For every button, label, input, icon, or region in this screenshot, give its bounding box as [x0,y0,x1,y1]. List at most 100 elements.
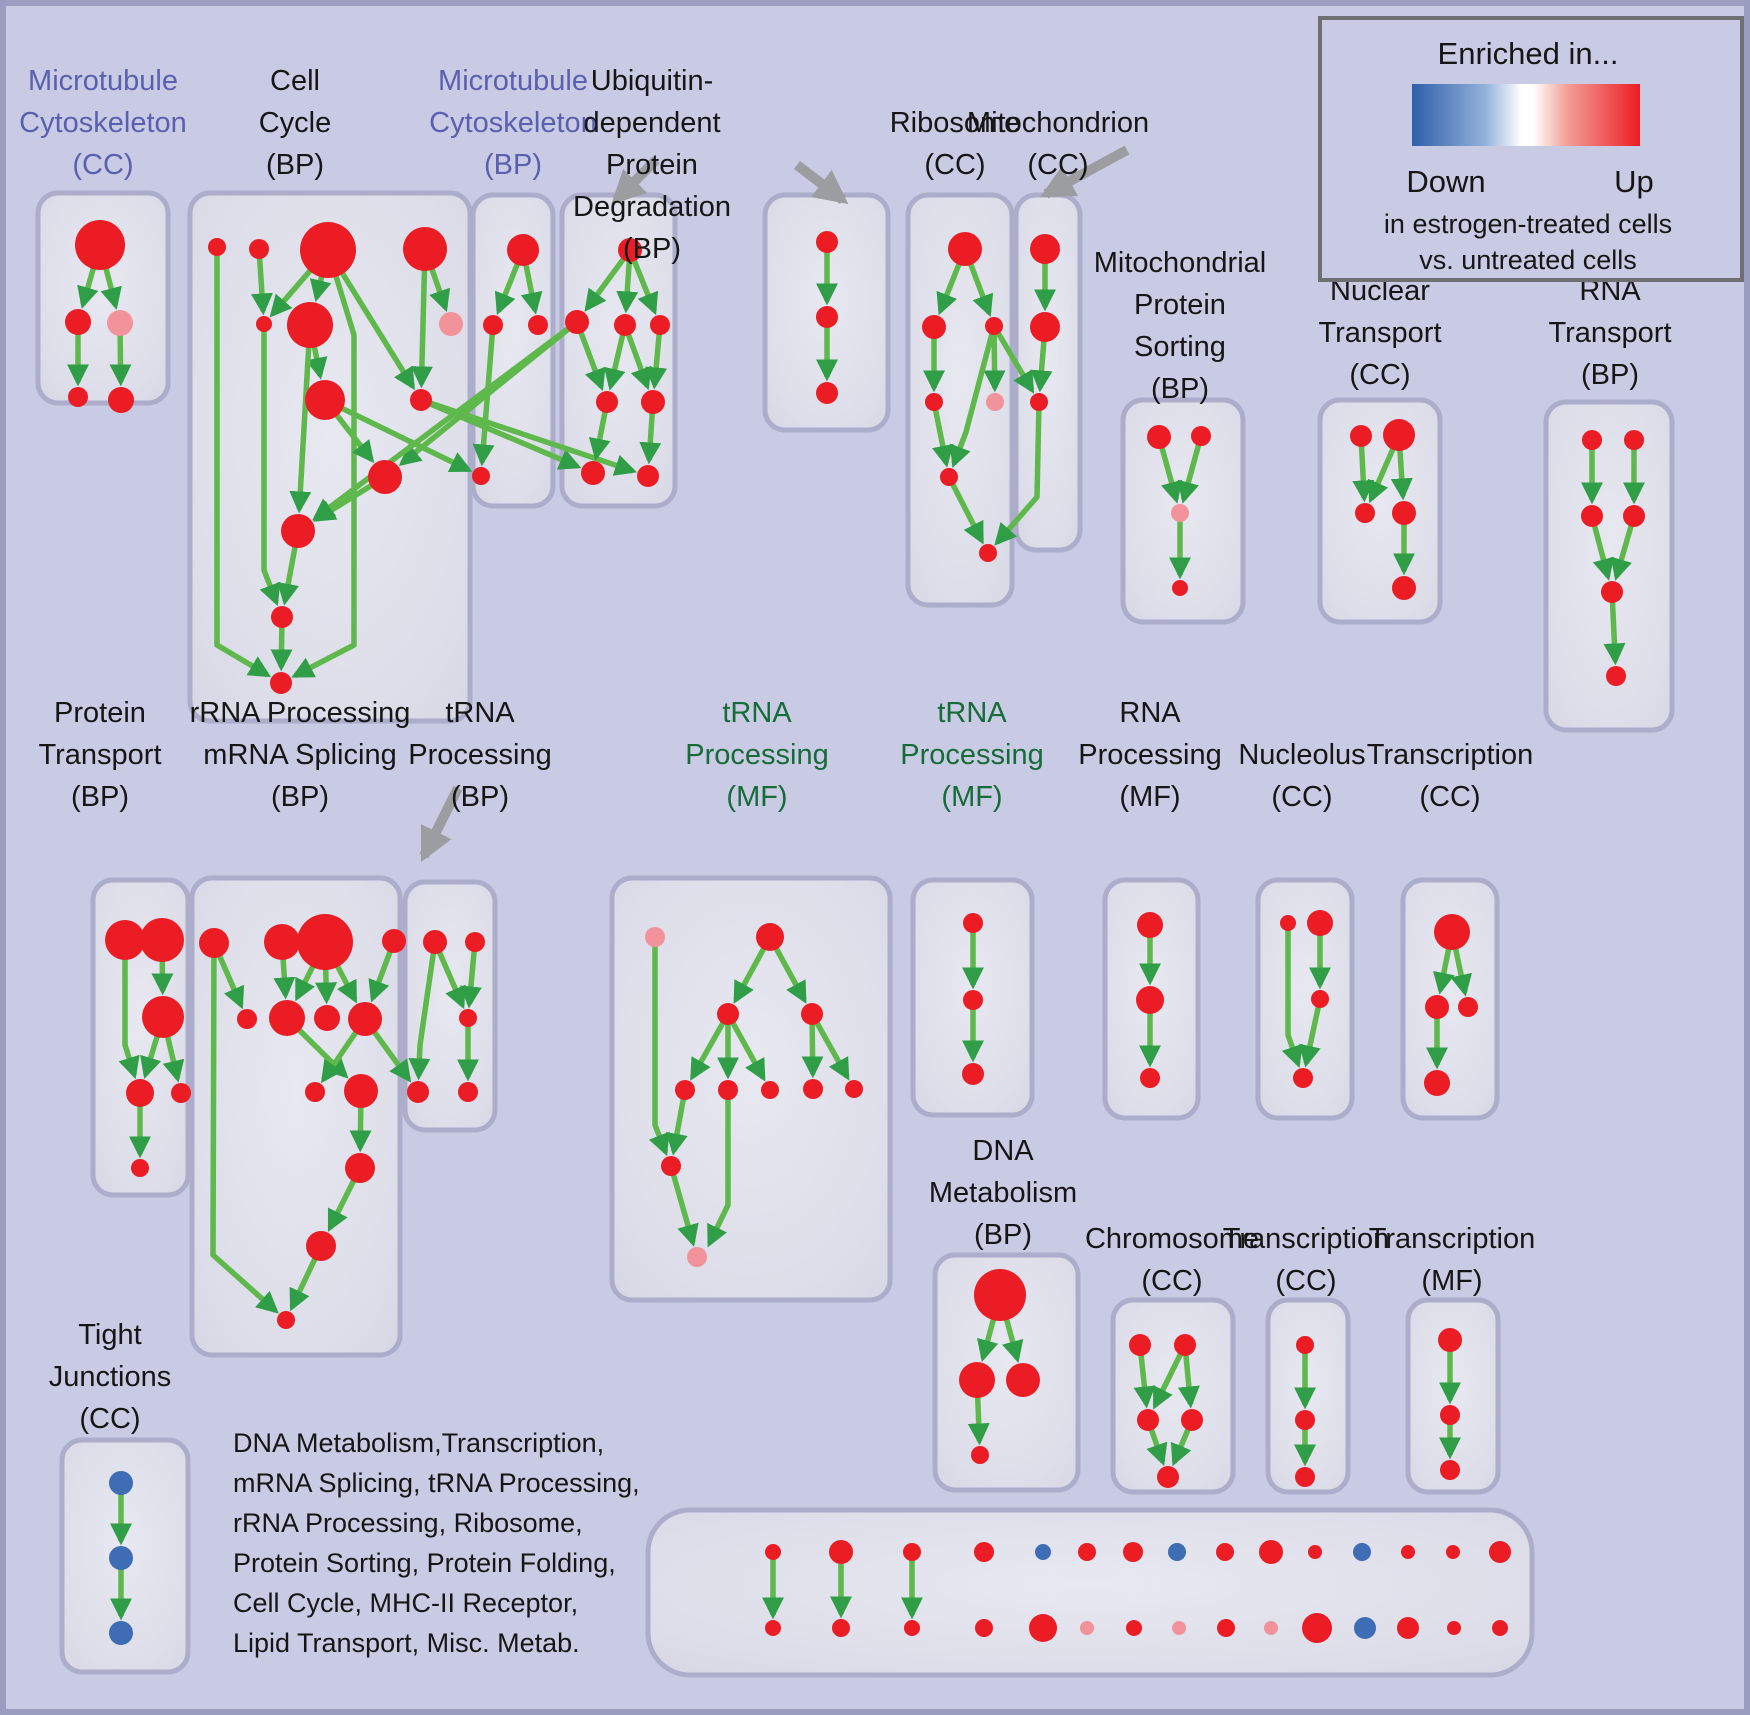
label-microtubule-bp-line-1: Cytoskeleton [429,107,597,139]
go-term-node-misc-cluster-29 [1492,1620,1508,1636]
go-term-node-trna-mf-9 [661,1156,681,1176]
go-term-node-cell-cycle-5 [287,302,333,348]
go-term-node-cell-cycle-11 [271,606,293,628]
callout-arrows-layer [419,145,1130,863]
relation-arrow-60 [1603,591,1626,666]
go-term-node-rrna-mrna-7 [348,1002,382,1036]
go-term-node-misc-cluster-24 [1264,1621,1278,1635]
label-microtubule-cc-line-0: Microtubule [28,65,178,97]
label-mito-sorting-line-2: Sorting [1134,331,1226,363]
label-trna-mf-line-2: (MF) [726,781,787,813]
label-dna-metabolism-line-1: Metabolism [929,1177,1077,1209]
legend-gradient-bar [1412,84,1640,146]
relation-arrow-16 [259,324,281,607]
relation-arrow-26 [472,324,496,467]
go-term-node-trna-mf-1 [756,923,784,951]
go-term-node-trna-bp-4 [458,1082,478,1102]
go-term-node-rrna-mrna-6 [314,1005,340,1031]
label-dna-metabolism: DNA Metabolism (BP) [929,1135,1077,1251]
go-term-node-trna-mf-6 [761,1081,779,1099]
relation-arrow-43 [931,401,954,468]
go-term-node-microtubule-cc-3 [68,387,88,407]
relation-arrow-80 [459,941,482,1009]
label-transcription-mf-line-0: Transcription [1369,1223,1536,1255]
go-term-node-mito-sorting-0 [1147,425,1171,449]
go-term-node-cell-cycle-12 [270,672,292,694]
label-cell-cycle-line-0: Cell [270,65,320,97]
relation-arrow-33 [645,324,668,390]
go-term-node-ribosome-3 [925,393,943,411]
go-term-node-rna-processing-2 [1140,1068,1160,1088]
relation-arrow-81 [408,941,438,1081]
go-term-node-ribosome-2 [985,317,1003,335]
label-transcription-cc-line-1: (CC) [1419,781,1480,813]
relation-arrow-19 [323,397,473,473]
label-cell-cycle-line-2: (BP) [266,149,324,181]
go-term-node-cell-cycle-7 [305,380,345,420]
go-term-node-ribosome-5 [940,468,958,486]
go-term-node-trna-mf-10 [687,1247,707,1267]
label-transcription-cc-2-line-1: (CC) [1275,1265,1336,1297]
legend-up-label: Up [1614,164,1654,199]
go-term-node-misc-cluster-17 [904,1620,920,1636]
go-term-node-rrna-mrna-8 [305,1082,325,1102]
label-microtubule-bp-line-2: (BP) [484,149,542,181]
label-dna-metabolism-line-2: (BP) [974,1219,1032,1251]
relation-arrow-45 [946,475,985,545]
label-trna-mf: tRNA Processing (MF) [685,697,828,813]
go-term-node-dna-metabolism-1 [959,1362,995,1398]
go-term-node-microtubule-bp-2 [528,315,548,335]
label-mito-sorting-line-0: Mitochondrial [1094,247,1266,279]
go-term-node-trna-mf-2 [717,1003,739,1025]
go-term-node-trna-mf-8 [845,1080,863,1098]
label-rrna-mrna-line-2: (BP) [271,781,329,813]
go-term-node-microtubule-cc-0 [75,220,125,270]
go-term-node-mitochondrion-0 [1030,234,1060,264]
label-nuclear-transport-line-1: Transport [1318,317,1441,349]
relation-arrow-11 [410,248,433,389]
legend-title: Enriched in... [1438,36,1619,71]
go-term-node-rrna-mrna-2 [297,914,353,970]
go-term-node-chromosome-2 [1137,1409,1159,1431]
go-term-node-trna-mf-4 [675,1080,695,1100]
go-term-node-dna-metabolism-2 [1006,1363,1040,1397]
label-trna-bp: tRNA Processing (BP) [408,697,551,813]
go-term-node-trna-mf-0 [645,927,665,947]
go-term-node-trna-mf-3 [801,1003,823,1025]
label-transcription-cc-2: Transcription (CC) [1223,1223,1390,1297]
go-term-node-rrna-mrna-10 [345,1153,375,1183]
go-term-node-rrna-mrna-1 [264,924,300,960]
legend-subtitle-2: vs. untreated cells [1419,245,1637,275]
go-term-node-trna-bp-2 [459,1009,477,1027]
label-rna-processing: RNA Processing (MF) [1078,697,1221,813]
label-misc-terms-line-1: mRNA Splicing, tRNA Processing, [233,1468,640,1498]
label-trna-mf-line-1: Processing [685,739,828,771]
label-cell-cycle-line-1: Cycle [259,107,332,139]
go-term-node-transcription-cc-1 [1425,995,1449,1019]
label-trna-mf-2-line-0: tRNA [937,697,1007,729]
label-rna-transport-line-2: (BP) [1581,359,1639,391]
go-term-node-nuclear-transport-3 [1392,501,1416,525]
label-misc-terms: DNA Metabolism,Transcription, mRNA Splici… [233,1428,640,1658]
go-term-node-rna-transport-3 [1623,505,1645,527]
go-term-node-ubiquitin-deg-4 [596,391,618,413]
go-term-node-protein-transport-4 [171,1083,191,1103]
go-term-node-misc-cluster-22 [1172,1621,1186,1635]
label-trna-mf-line-0: tRNA [722,697,792,729]
label-cell-cycle: Cell Cycle (BP) [259,65,332,181]
go-term-node-mito-sorting-2 [1171,504,1189,522]
go-term-node-misc-cluster-14 [1489,1541,1511,1563]
label-ribosome: Ribosome (CC) [890,107,1021,181]
label-rna-transport-line-1: Transport [1548,317,1671,349]
go-term-node-misc-cluster-4 [1035,1544,1051,1560]
go-term-node-ubiquitin-deg-2 [614,314,636,336]
go-term-node-misc-cluster-20 [1080,1621,1094,1635]
label-protein-transport-line-0: Protein [54,697,146,729]
go-term-node-microtubule-cc-2 [107,310,133,336]
label-microtubule-bp-line-0: Microtubule [438,65,588,97]
label-misc-terms-line-5: Lipid Transport, Misc. Metab. [233,1628,580,1658]
go-term-node-mitochondrion-2 [1030,393,1048,411]
label-callout-arrow-0-icon [611,156,660,205]
go-term-node-trna-mf-7 [803,1079,823,1099]
